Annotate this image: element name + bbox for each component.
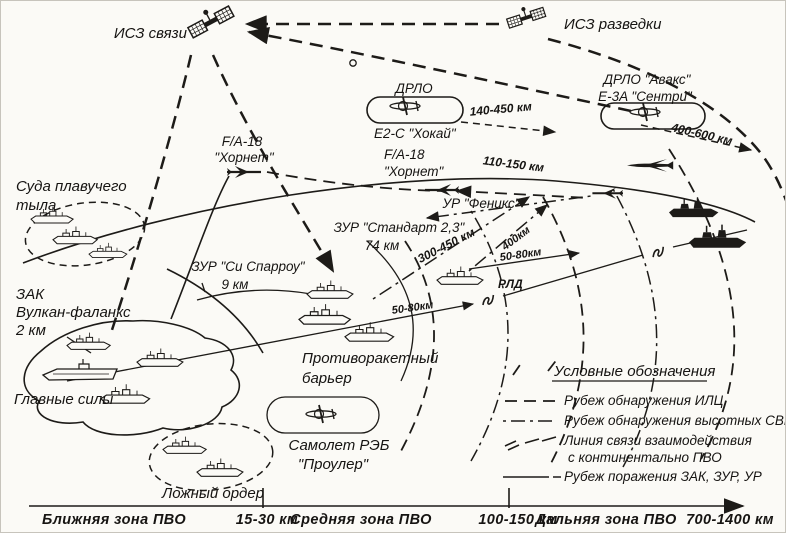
enemy-aircraft-icon xyxy=(591,186,624,200)
hornet-patrol-line xyxy=(266,171,444,192)
standard-range-label: 74 км xyxy=(365,238,399,253)
zone-scale: Ближняя зона ПВО 15-30 км Средняя зона П… xyxy=(29,488,774,528)
legend-item-4: Рубеж поражения ЗАК, ЗУР, УР xyxy=(564,469,762,484)
line-break-symbol xyxy=(650,246,666,259)
awacs-aircraft-icon xyxy=(629,102,661,122)
barrier-label-2: барьер xyxy=(302,370,352,387)
hornet1-jet-icon xyxy=(225,164,263,180)
barrier-range-distance: 50-80км xyxy=(391,299,434,317)
hawkeye-orbit-track xyxy=(366,96,464,124)
zone-mid-label: Средняя зона ПВО xyxy=(290,512,432,528)
supply-ship-icon xyxy=(52,226,98,245)
detection-arc-1 xyxy=(400,240,435,452)
hawkeye-aircraft-icon xyxy=(389,96,421,116)
strike-line-seg2 xyxy=(502,254,644,297)
main-forces-outline xyxy=(23,319,241,436)
awacs-orbit-track xyxy=(600,102,706,130)
inner-defense-arc xyxy=(166,268,264,354)
hornet1-type-label: F/A-18 xyxy=(222,134,263,149)
supply-label-1: Суда плавучего xyxy=(16,178,127,195)
hornet1-name-label: "Хорнет" xyxy=(214,150,275,165)
prowler-name-label: "Проулер" xyxy=(298,456,369,473)
strike-line-seg1 xyxy=(66,301,475,382)
comm-satellite-icon xyxy=(183,1,235,39)
hornet-intercept-line xyxy=(455,185,590,199)
hornet-radius-distance: 110-150 км xyxy=(482,153,545,174)
tick-near-label: 15-30 км xyxy=(236,512,298,528)
detection-arc-3 xyxy=(542,196,585,468)
legend: Условные обозначения Рубеж обнаружения И… xyxy=(503,363,786,484)
barrier-label-1: Противоракетный xyxy=(302,350,439,367)
standard-engagement-arc xyxy=(366,240,414,382)
supply-ship-icon xyxy=(88,242,128,259)
legend-item-3b: с континентально ПВО xyxy=(568,450,722,465)
false-order-label: Ложный ордер xyxy=(161,485,264,502)
hawkeye-name-label: E2-C "Хокай" xyxy=(374,126,457,141)
barrier-ship-icon xyxy=(298,303,351,325)
legend-title: Условные обозначения xyxy=(553,363,715,380)
decoy-ship-icon xyxy=(162,436,207,454)
comm-satellite-label: ИСЗ связи xyxy=(114,25,188,42)
legend-item-1: Рубеж обнаружения ИЛЦ xyxy=(564,393,724,408)
sparrow-range-label: 9 км xyxy=(222,277,249,292)
awacs-name-label: E-3A "Сентри" xyxy=(598,89,693,104)
detect-vector-400 xyxy=(468,204,549,272)
line-break-symbol xyxy=(480,294,496,306)
zone-near-label: Ближняя зона ПВО xyxy=(42,512,186,528)
main-forces-label: Главные силы xyxy=(14,391,113,408)
hornet2-type-label: F/A-18 xyxy=(384,147,425,162)
false-order-ellipse xyxy=(148,422,274,492)
sparrow-engagement-arc xyxy=(196,282,312,301)
recon-satellite-label: ИСЗ разведки xyxy=(564,16,662,33)
tick-far-label: 700-1400 км xyxy=(686,512,774,528)
detect-vector-300-450 xyxy=(372,196,531,300)
detection-arc-2 xyxy=(470,210,509,462)
escort-ship-icon xyxy=(136,347,184,367)
detection-arc-4 xyxy=(612,188,658,468)
hornet2-name-label: "Хорнет" xyxy=(384,164,445,179)
legend-item-3: Линия связи взаимодействия xyxy=(563,433,752,448)
tick-mid-label: 100-150 км xyxy=(478,512,557,528)
supply-group-ellipse xyxy=(24,201,146,267)
zak-type-label: ЗАК xyxy=(16,286,45,303)
prowler-orbit-track xyxy=(266,396,380,434)
decoy-ship-icon xyxy=(196,457,244,477)
zone-far-label: Дальняя зона ПВО xyxy=(533,512,677,528)
satlink-awacs-to-comm xyxy=(246,27,632,113)
enemy-bomber-icon xyxy=(627,159,674,172)
hornet-launch-path xyxy=(170,175,230,320)
rld-ship-icon xyxy=(436,265,484,285)
legend-item-2: Рубеж обнаружения высотных СВН xyxy=(564,413,786,428)
phoenix-missile-line xyxy=(425,195,592,222)
barrier-ship-icon xyxy=(344,321,395,342)
prowler-type-label: Самолет РЭБ xyxy=(288,437,389,454)
link-node xyxy=(349,59,357,67)
hawkeye-range-arrow xyxy=(460,121,557,136)
hornet2-jet-icon xyxy=(423,182,461,198)
legend-sample-commlink xyxy=(504,436,557,451)
rld-range-distance: 50-80км xyxy=(499,246,542,264)
sparrow-name-label: ЗУР "Си Спарроу" xyxy=(191,259,305,274)
recon-satellite-icon xyxy=(504,1,547,29)
phoenix-label: УР "Феникс" xyxy=(441,196,520,211)
zak-name-label: Вулкан-фаланкс xyxy=(16,304,131,321)
awacs-type-label: ДРЛО "Авакс" xyxy=(602,72,692,87)
hawkeye-link-distance: 140-450 км xyxy=(469,99,532,118)
rld-label: РЛД xyxy=(498,277,523,291)
supply-label-2: тыла xyxy=(16,197,56,214)
standard-name-label: ЗУР "Стандарт 2,3" xyxy=(334,220,466,235)
detection-arc-5 xyxy=(668,148,736,460)
hawkeye-type-label: ДРЛО xyxy=(393,81,433,96)
barrier-ship-icon xyxy=(306,279,354,299)
line-end-marks xyxy=(512,357,559,376)
prowler-aircraft-icon xyxy=(305,404,337,424)
aircraft-carrier-icon xyxy=(42,358,118,381)
comm-line-continental-pvo xyxy=(547,37,785,202)
rld-range-arrow xyxy=(468,249,581,270)
zak-range-label: 2 км xyxy=(15,322,46,339)
satlink-comm-to-fleet xyxy=(109,54,193,334)
